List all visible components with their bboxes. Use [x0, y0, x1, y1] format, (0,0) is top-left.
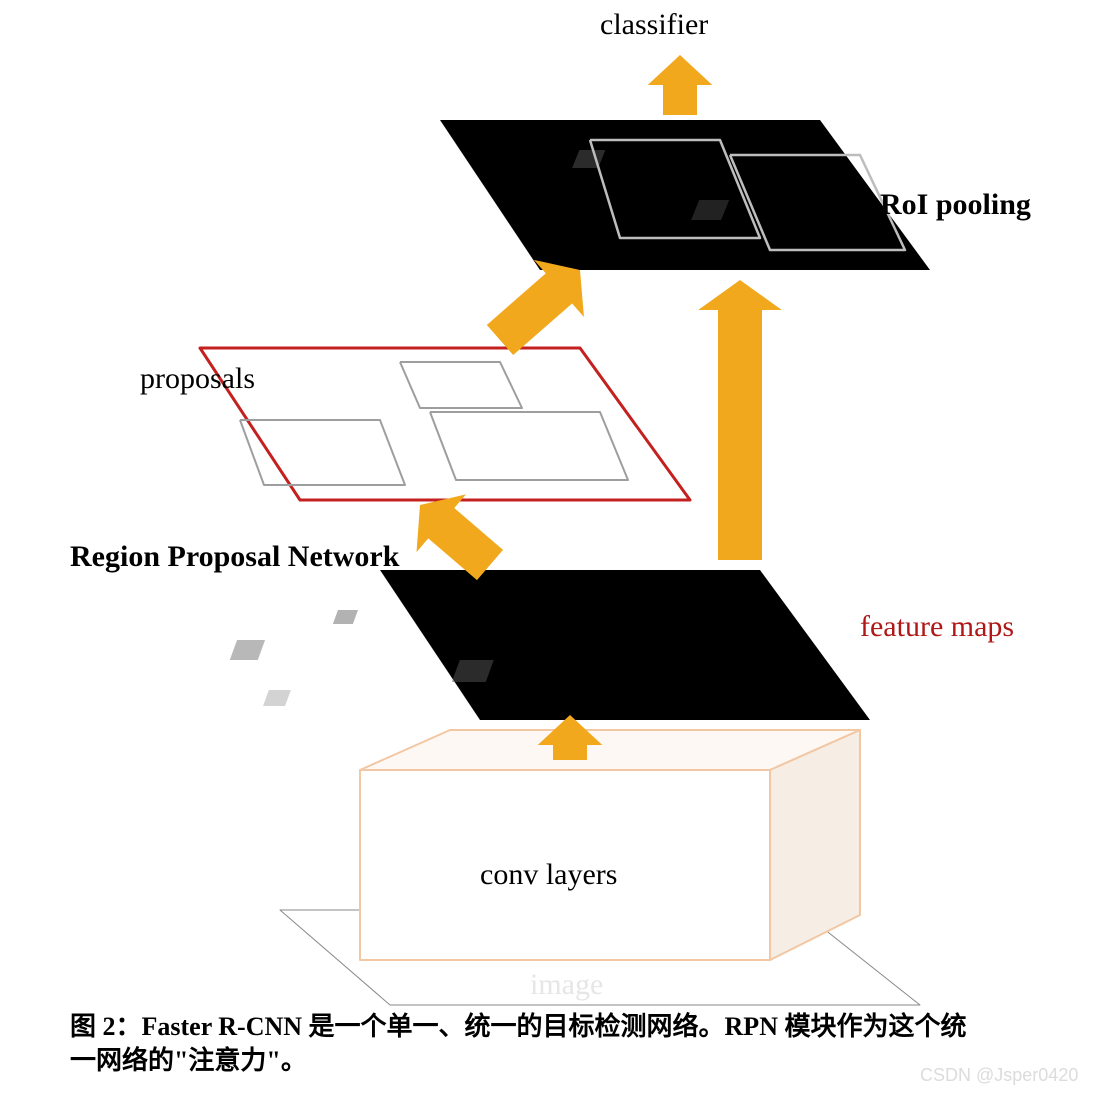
label-feature-maps: feature maps: [860, 610, 1014, 644]
label-classifier: classifier: [600, 8, 708, 42]
watermark-text: CSDN @Jsper0420: [920, 1065, 1078, 1086]
label-proposals: proposals: [140, 362, 255, 396]
diagram-stage: classifier RoI pooling proposals Region …: [0, 0, 1108, 1093]
label-image: image: [530, 968, 603, 1002]
figure-caption: 图 2：Faster R-CNN 是一个单一、统一的目标检测网络。RPN 模块作…: [70, 1010, 966, 1078]
caption-line-2: 一网络的"注意力"。: [70, 1044, 966, 1078]
label-rpn: Region Proposal Network: [70, 540, 399, 574]
label-conv-layers: conv layers: [480, 858, 617, 892]
label-roi-pooling: RoI pooling: [880, 188, 1031, 222]
caption-line-1: 图 2：Faster R-CNN 是一个单一、统一的目标检测网络。RPN 模块作…: [70, 1010, 966, 1044]
